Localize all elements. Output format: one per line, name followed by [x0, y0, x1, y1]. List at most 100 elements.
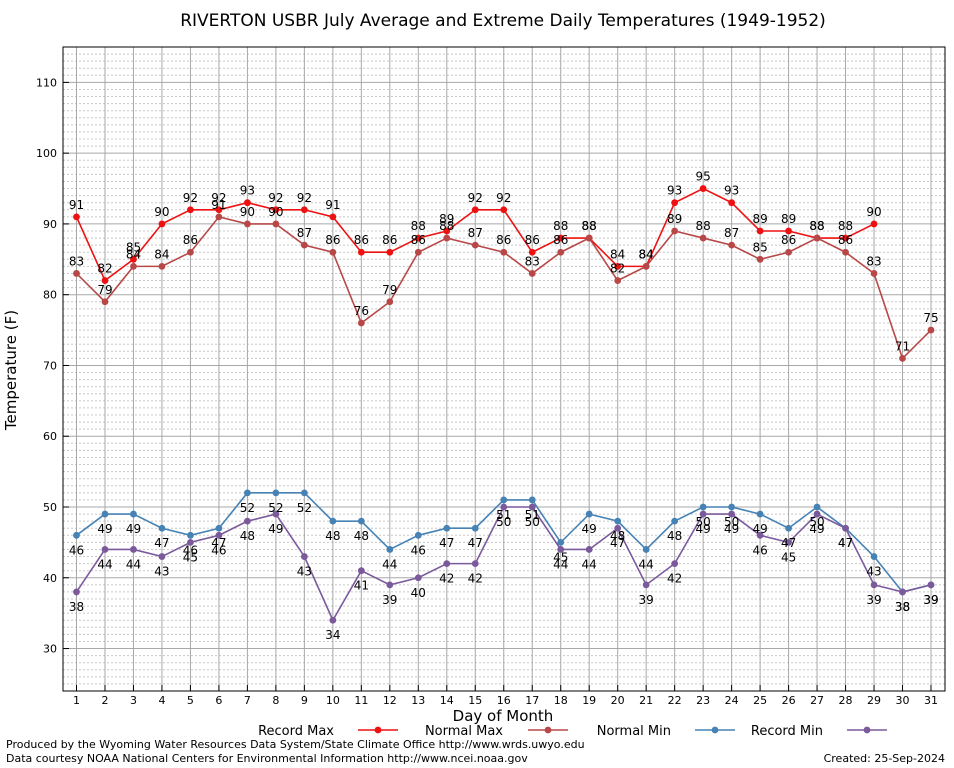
data-point-record-max [443, 227, 451, 235]
data-point-normal-min [671, 517, 679, 525]
data-label-record-min: 46 [752, 543, 767, 557]
y-tick-label: 70 [43, 359, 57, 372]
data-label-normal-min: 52 [240, 501, 255, 515]
data-point-record-min [414, 574, 422, 582]
data-point-normal-max [471, 241, 479, 249]
y-tick-label: 40 [43, 572, 57, 585]
data-point-normal-max [699, 234, 707, 242]
data-label-record-min: 39 [382, 593, 397, 607]
data-label-normal-max: 84 [126, 247, 141, 261]
data-label-record-max: 90 [866, 205, 881, 219]
data-label-record-min: 50 [525, 515, 540, 529]
footer-created: Created: 25-Sep-2024 [824, 752, 945, 765]
data-point-record-max [699, 185, 707, 192]
data-point-record-min [73, 588, 80, 596]
y-tick-label: 110 [36, 76, 57, 89]
data-point-record-min [699, 510, 707, 518]
data-point-normal-max [130, 262, 137, 270]
data-point-record-max [756, 227, 764, 235]
data-point-record-max [101, 277, 109, 284]
data-label-record-max: 92 [183, 191, 198, 205]
data-label-record-max: 93 [240, 184, 255, 198]
x-tick-label: 30 [896, 694, 910, 707]
data-label-normal-max: 85 [752, 240, 767, 254]
data-label-normal-max: 86 [553, 233, 568, 247]
data-point-record-min [386, 581, 394, 589]
series-layer [73, 185, 935, 624]
legend-marker-record-max [374, 726, 382, 734]
x-tick-label: 19 [582, 694, 596, 707]
data-point-normal-min [728, 503, 736, 511]
x-tick-label: 23 [696, 694, 710, 707]
data-label-normal-min: 46 [411, 543, 426, 557]
x-axis: 1 2 3 4 5 6 7 8 9 10 11 12 13 14 15 16 17 18 19 20 21 22 23 24 2… [73, 685, 938, 707]
data-label-normal-max: 86 [183, 233, 198, 247]
x-tick-label: 3 [130, 694, 137, 707]
data-point-record-min [614, 524, 622, 532]
data-label-record-max: 89 [781, 212, 796, 226]
data-label-record-max: 84 [610, 247, 625, 261]
data-label-record-max: 92 [211, 191, 226, 205]
data-label-record-min: 43 [297, 565, 312, 579]
data-label-normal-min: 51 [496, 508, 511, 522]
data-label-record-min: 45 [781, 550, 796, 564]
data-label-normal-max: 71 [895, 339, 910, 353]
data-label-record-min: 50 [496, 515, 511, 529]
data-point-record-min [585, 546, 593, 553]
data-point-record-min [756, 531, 764, 539]
data-label-record-max: 88 [553, 219, 568, 233]
data-label-record-min: 49 [724, 522, 739, 536]
data-label-normal-max: 76 [354, 304, 369, 318]
data-point-normal-min [813, 503, 821, 511]
data-point-normal-min [642, 546, 650, 553]
data-point-normal-max [187, 248, 194, 256]
data-point-normal-max [585, 234, 593, 242]
data-label-normal-min: 49 [126, 522, 141, 536]
data-point-record-max [870, 220, 878, 228]
x-tick-label: 17 [525, 694, 539, 707]
data-label-record-max: 86 [525, 233, 540, 247]
data-point-record-max [272, 206, 280, 214]
data-point-normal-max [158, 262, 166, 270]
data-label-record-min: 44 [97, 557, 112, 571]
data-point-record-max [187, 206, 194, 214]
data-label-record-max: 91 [69, 198, 84, 212]
data-label-record-min: 41 [354, 579, 369, 593]
legend-marker-normal-max [544, 726, 552, 734]
data-point-normal-max [557, 248, 565, 256]
data-label-normal-max: 84 [154, 247, 169, 261]
data-label-record-max: 95 [695, 170, 710, 184]
data-point-record-min [158, 553, 166, 560]
x-tick-label: 5 [187, 694, 194, 707]
data-point-record-max [785, 227, 792, 235]
y-axis-label: Temperature (F) [2, 310, 20, 431]
data-label-normal-max: 86 [781, 233, 796, 247]
data-label-normal-min: 43 [866, 565, 881, 579]
data-label-normal-min: 50 [724, 515, 739, 529]
data-label-normal-max: 79 [97, 283, 112, 297]
data-point-normal-max [386, 298, 394, 306]
data-point-normal-max [357, 319, 365, 327]
data-point-normal-min [329, 517, 337, 525]
data-label-normal-min: 51 [525, 508, 540, 522]
data-label-record-max: 92 [297, 191, 312, 205]
data-label-normal-min: 47 [211, 536, 226, 550]
data-point-record-min [443, 560, 451, 568]
data-point-normal-max [614, 277, 622, 284]
data-point-record-min [500, 503, 508, 511]
data-label-record-max: 88 [411, 219, 426, 233]
y-tick-label: 100 [36, 147, 57, 160]
data-point-record-min [215, 531, 223, 539]
data-label-normal-min: 44 [639, 557, 654, 571]
data-label-normal-max: 87 [724, 226, 739, 240]
data-point-normal-min [414, 531, 422, 539]
x-tick-label: 2 [101, 694, 108, 707]
data-label-record-min: 39 [866, 593, 881, 607]
y-tick-label: 50 [43, 501, 57, 514]
data-point-normal-max [842, 248, 849, 256]
y-axis: 30 40 50 60 70 80 90 100 110 [36, 76, 69, 656]
data-label-record-min: 47 [610, 536, 625, 550]
x-axis-label: Day of Month [453, 707, 554, 725]
data-point-record-min [842, 524, 849, 532]
